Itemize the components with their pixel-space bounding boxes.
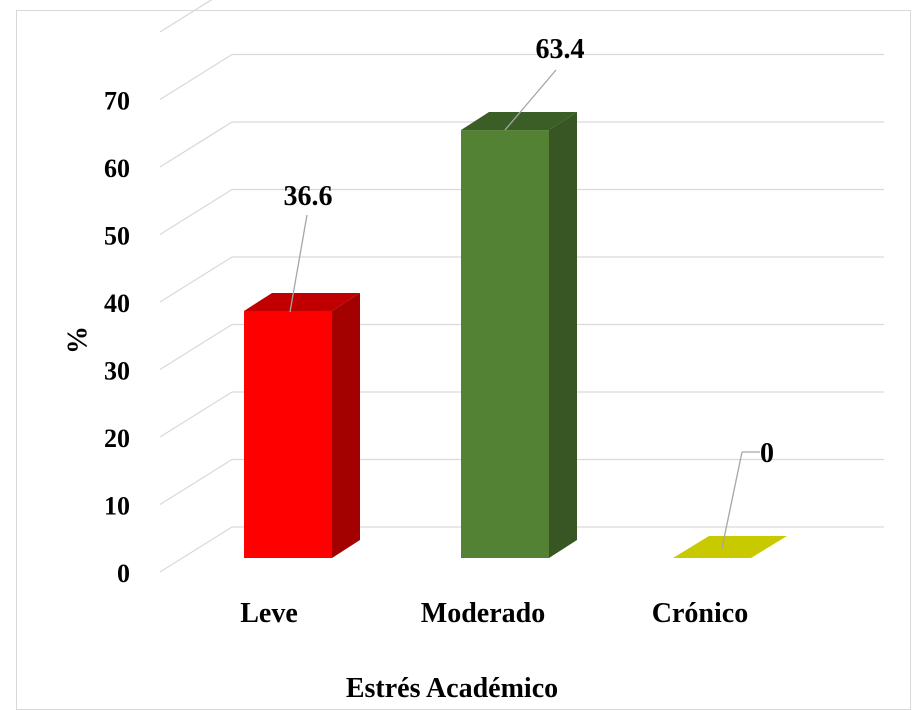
x-axis-title: Estrés Académico — [346, 673, 558, 704]
leader-line — [721, 451, 743, 549]
bar-side — [549, 112, 577, 559]
data-label: 63.4 — [536, 34, 585, 65]
y-tick-label: 20 — [104, 424, 130, 453]
category-label: Moderado — [421, 598, 545, 629]
data-label: 36.6 — [284, 181, 333, 212]
leader-line — [504, 69, 557, 131]
y-tick-label: 30 — [104, 357, 130, 386]
gridline-diagonal — [159, 256, 233, 303]
gridline-diagonal — [159, 121, 233, 168]
y-tick-label: 50 — [104, 222, 130, 251]
bars — [244, 112, 787, 559]
y-axis-ticks: 0 10 20 30 40 50 60 70 — [104, 87, 130, 589]
bar-front — [244, 310, 332, 558]
bar-top — [244, 292, 360, 311]
x-axis-categories: Leve Moderado Crónico — [240, 598, 748, 629]
y-tick-label: 40 — [104, 289, 130, 318]
gridline-diagonal — [159, 526, 233, 573]
bar-top — [673, 536, 787, 558]
y-axis-title: % — [62, 326, 93, 354]
leader-line — [289, 214, 308, 313]
data-label: 0 — [760, 438, 774, 469]
bar-side — [332, 292, 360, 558]
y-tick-label: 0 — [117, 559, 130, 588]
y-tick-label: 60 — [104, 154, 130, 183]
gridline-diagonal — [159, 458, 233, 506]
category-label: Leve — [240, 598, 298, 629]
bar-top — [461, 112, 577, 131]
y-tick-label: 10 — [104, 492, 130, 521]
gridline-diagonal — [159, 53, 233, 101]
bar-moderado — [461, 112, 577, 559]
y-tick-label: 70 — [104, 87, 130, 116]
gridline-diagonal — [159, 391, 233, 438]
gridline-diagonal — [159, 323, 233, 371]
category-label: Crónico — [652, 598, 748, 629]
data-labels: 36.6 63.4 0 — [284, 34, 774, 549]
gridline-diagonal — [159, 0, 213, 33]
bar-front — [461, 130, 549, 559]
gridline-diagonal — [159, 188, 233, 236]
bar-crónico — [673, 536, 787, 558]
bar-leve — [244, 292, 360, 558]
